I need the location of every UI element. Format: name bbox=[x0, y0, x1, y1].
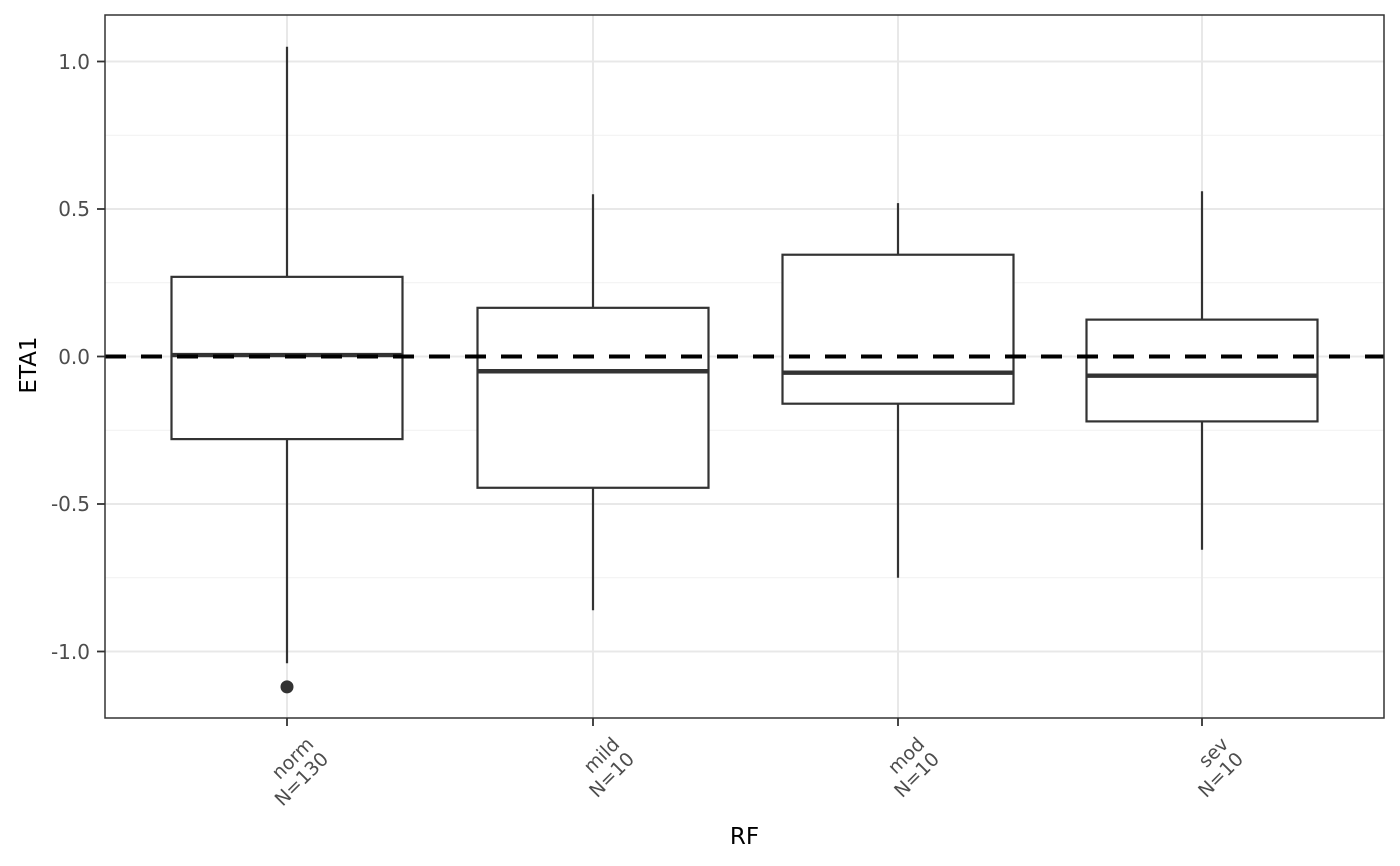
y-tick-label: 0.0 bbox=[58, 344, 90, 369]
panel-border bbox=[104, 14, 1385, 719]
y-tick-label: -1.0 bbox=[50, 639, 90, 664]
x-axis-title: RF bbox=[729, 824, 760, 850]
y-tick-label: 1.0 bbox=[58, 49, 90, 74]
y-axis-title: ETA1 bbox=[16, 336, 42, 394]
box-mild bbox=[476, 306, 710, 489]
box-mod bbox=[781, 253, 1015, 405]
box-sev bbox=[1085, 318, 1319, 423]
outlier-point-norm bbox=[280, 680, 294, 694]
y-tick-label: -0.5 bbox=[50, 492, 90, 516]
y-tick-label: 0.5 bbox=[58, 197, 90, 221]
